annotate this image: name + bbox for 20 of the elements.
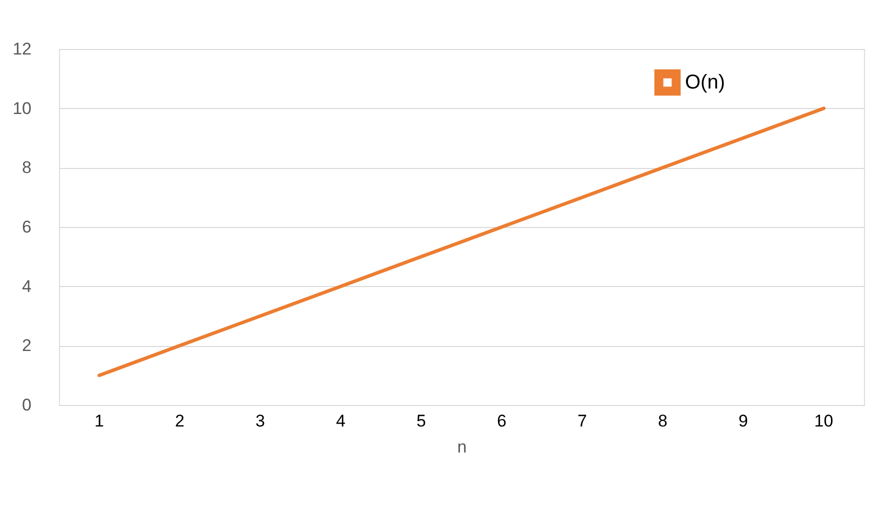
x-tick-label: 6 — [497, 412, 506, 430]
y-tick-label: 4 — [22, 276, 32, 296]
x-tick-label: 4 — [336, 412, 346, 430]
x-tick-label: 1 — [94, 412, 104, 430]
y-tick-label: 10 — [12, 98, 32, 118]
x-tick-label: 10 — [814, 412, 834, 430]
y-tick-label: 12 — [12, 40, 32, 58]
x-tick-label: 3 — [256, 412, 265, 430]
x-tick-label: 7 — [578, 412, 587, 430]
line-series — [98, 106, 826, 378]
x-tick-label: 8 — [658, 412, 668, 430]
x-tick-label: 5 — [416, 412, 426, 430]
legend-label: O(n) — [685, 72, 725, 94]
x-axis-title: n — [457, 438, 467, 456]
y-tick-label: 8 — [22, 158, 32, 178]
y-tick-label: 6 — [22, 218, 32, 236]
y-tick-label: 2 — [22, 336, 32, 356]
x-tick-label: 9 — [738, 412, 748, 430]
x-tick-label: 2 — [175, 412, 184, 430]
y-tick-label: 0 — [22, 396, 32, 414]
